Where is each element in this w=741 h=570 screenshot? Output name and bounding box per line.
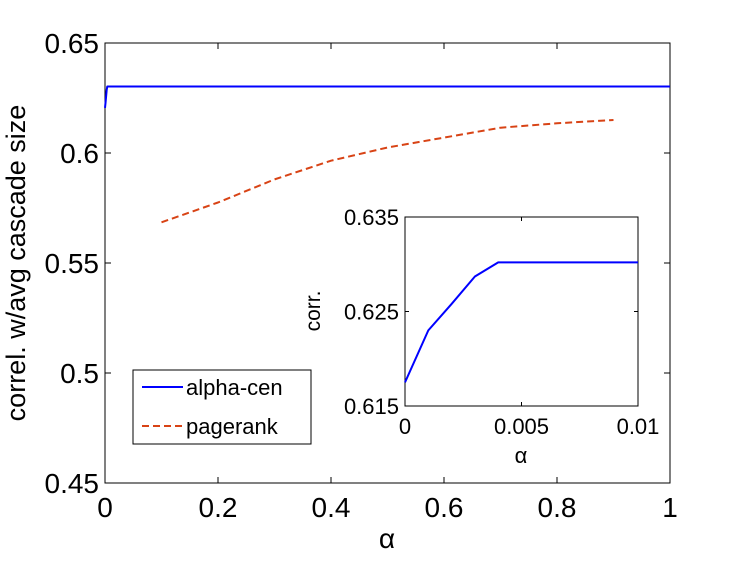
main-axes: 0 0.2 0.4 0.6 0.8 1 0.65 0.6 0.55 0.5 0.45 α corre… bbox=[1, 28, 678, 554]
main-y-tick-label: 0.55 bbox=[45, 248, 100, 279]
legend-label-alpha-cen: alpha-cen bbox=[186, 375, 283, 400]
main-y-tick-label: 0.45 bbox=[45, 468, 100, 499]
main-x-axis-label: α bbox=[379, 523, 395, 554]
main-y-tick-label: 0.6 bbox=[60, 138, 99, 169]
legend: alpha-cen pagerank bbox=[132, 369, 312, 445]
inset-series-alpha-cen-line bbox=[404, 261, 638, 383]
legend-label-pagerank: pagerank bbox=[186, 414, 279, 439]
main-x-tick-label: 1 bbox=[662, 492, 678, 523]
main-x-tick-label: 0 bbox=[97, 492, 113, 523]
main-x-tick-label: 0.6 bbox=[425, 492, 464, 523]
inset-y-axis-label: corr. bbox=[302, 291, 325, 332]
main-y-tick-label: 0.65 bbox=[45, 28, 100, 59]
inset-y-tick-label: 0.625 bbox=[344, 299, 399, 324]
legend-box bbox=[132, 369, 312, 445]
inset-x-tick-label: 0 bbox=[399, 414, 411, 439]
inset-y-tick-label: 0.615 bbox=[344, 394, 399, 419]
inset-plot-frame bbox=[404, 216, 639, 407]
inset-axes: 0 0.005 0.01 0.635 0.625 0.615 α corr. bbox=[302, 205, 659, 468]
inset-x-tick-label: 0.005 bbox=[494, 414, 549, 439]
inset-x-tick-label: 0.01 bbox=[617, 414, 660, 439]
main-x-tick-label: 0.4 bbox=[312, 492, 351, 523]
main-y-tick-label: 0.5 bbox=[60, 358, 99, 389]
inset-y-tick-label: 0.635 bbox=[344, 205, 399, 230]
main-y-axis-label: correl. w/avg cascade size bbox=[1, 105, 31, 422]
main-x-tick-label: 0.2 bbox=[199, 492, 238, 523]
main-series-pagerank-line bbox=[161, 119, 614, 224]
inset-x-axis-label: α bbox=[515, 443, 528, 468]
main-x-tick-label: 0.8 bbox=[538, 492, 577, 523]
main-series-alpha-cen-line bbox=[104, 85, 670, 109]
